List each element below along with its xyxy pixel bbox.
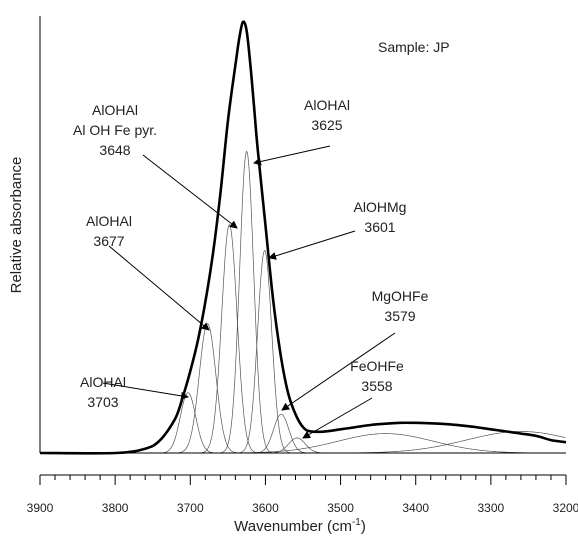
x-tick-label: 3500 [327, 501, 354, 515]
component-peak-8 [194, 433, 566, 454]
annotation-label: 3601 [364, 219, 395, 235]
annotation-arrow [108, 245, 210, 331]
component-peak-6 [250, 413, 312, 454]
x-tick-label: 3300 [478, 501, 505, 515]
x-axis-title-main: Wavenumber (cm [234, 518, 352, 535]
annotation-arrow [268, 230, 356, 260]
annotation-label: AlOHAl [80, 374, 126, 390]
annotation-label: AlOHAl [92, 102, 138, 118]
annotation-label: AlOHMg [354, 199, 407, 215]
annotation-label: 3677 [93, 233, 124, 249]
component-peak-4 [218, 150, 275, 454]
annotation-arrow [142, 154, 238, 229]
annotation-arrow [281, 332, 396, 411]
annotation-label: 3703 [87, 394, 118, 410]
peak-annotations: AlOHAl 3703 AlOHAl 3677 AlOHAl Al OH Fe pyr. 3… [73, 97, 429, 439]
x-tick-label: 3600 [252, 501, 279, 515]
x-tick-label: 3200 [553, 501, 578, 515]
annotation-label: MgOHFe [372, 288, 429, 304]
component-peak-1 [157, 392, 219, 454]
annotation-label: Al OH Fe pyr. [73, 122, 157, 138]
envelope-curve [39, 20, 567, 455]
x-axis-title-end: ) [361, 518, 366, 535]
annotation-arrow [102, 382, 189, 400]
component-peak-3 [198, 224, 260, 454]
y-axis-title: Relative absorbance [8, 157, 25, 294]
annotation-label: 3558 [361, 378, 392, 394]
annotation-arrow [253, 145, 331, 166]
sample-label: Sample: JP [378, 39, 450, 55]
x-tick-label: 3700 [177, 501, 204, 515]
x-tick-label: 3800 [102, 501, 129, 515]
annotation-label: AlOHAl [86, 213, 132, 229]
component-peak-5 [236, 250, 293, 454]
annotation-label: 3579 [384, 308, 415, 324]
annotation-label: AlOHAl [304, 97, 350, 113]
x-axis-title: Wavenumber (cm-1) [234, 517, 366, 535]
x-axis-ticks: 3900 3800 3700 3600 3500 3400 3300 3200 [27, 475, 578, 515]
annotation-label: 3625 [311, 117, 342, 133]
x-tick-label: 3900 [27, 501, 54, 515]
annotation-label: 3648 [99, 142, 130, 158]
annotation-arrow [302, 397, 373, 439]
x-tick-label: 3400 [402, 501, 429, 515]
x-axis-title-superscript: -1 [352, 517, 361, 528]
annotation-label: FeOHFe [350, 358, 404, 374]
component-peaks [157, 150, 566, 454]
